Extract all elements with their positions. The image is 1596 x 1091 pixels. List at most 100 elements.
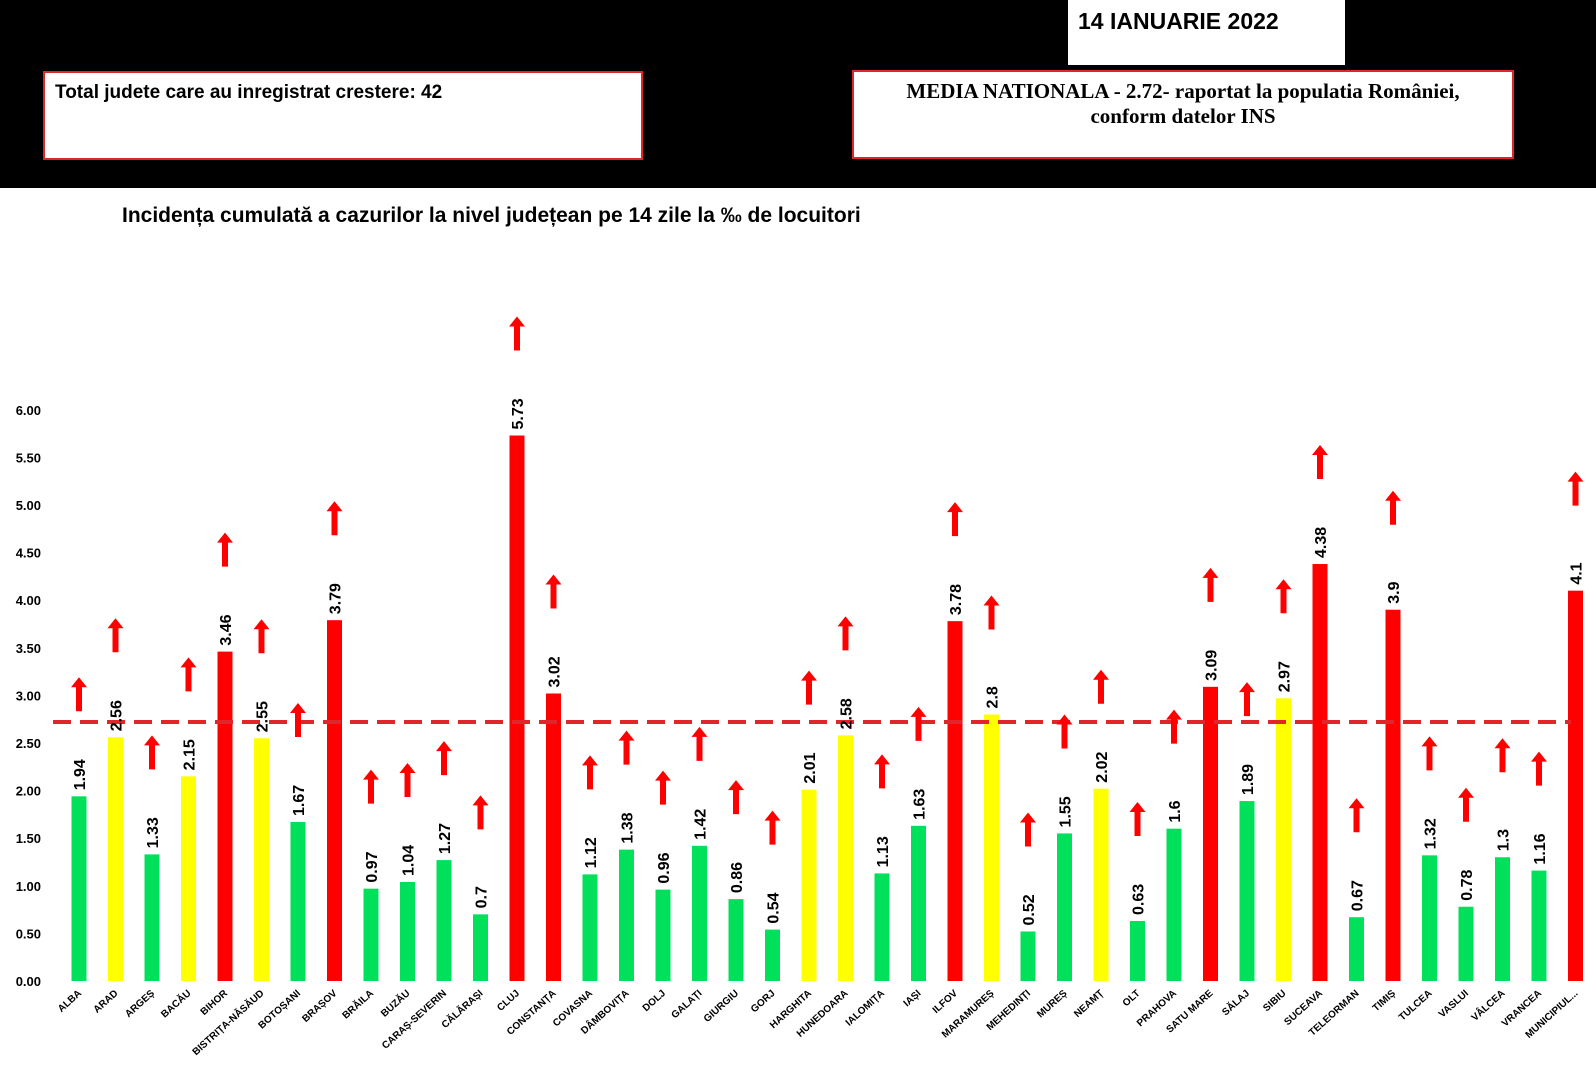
y-tick-label: 0.00 [16,974,41,989]
trend-up-arrow-icon [107,618,124,653]
trend-up-arrow-icon [326,501,343,536]
x-tick-label: ARAD [92,988,121,1016]
x-tick-label: SIBIU [1261,988,1288,1014]
date-box: 14 IANUARIE 2022 [1068,0,1345,65]
bar [655,889,671,981]
y-axis: 0.00 0.50 1.00 1.50 2.00 2.50 3.00 3.50 4.00 4.50… [16,403,41,989]
bar [1349,917,1364,981]
trend-up-arrow-icon [217,532,233,567]
trend-up-arrow-icon [1202,567,1219,602]
trend-up-arrow-icon [837,616,854,651]
data-label: 3.02 [547,656,564,687]
x-tick-label: DOLJ [641,988,668,1014]
data-label: 1.32 [1423,818,1440,849]
bar [765,929,780,981]
data-label: 1.6 [1167,800,1184,822]
total-counties-box: Total judete care au inregistrat crester… [43,71,643,160]
data-label: 0.7 [474,886,491,908]
data-label: 0.67 [1350,880,1367,911]
y-tick-label: 2.00 [16,784,41,799]
trend-up-arrow-icon [1129,802,1146,837]
bar [217,651,233,981]
bar [327,620,342,981]
bar [619,849,634,981]
x-tick-label: BRĂILA [339,987,376,1022]
date-label: 14 IANUARIE 2022 [1078,8,1279,34]
trend-up-arrow-icon [1385,490,1401,525]
data-label: 1.16 [1532,833,1549,864]
trend-up-arrow-icon [582,755,598,790]
x-tick-label: GALAȚI [669,988,704,1021]
x-axis: ALBA ARAD ARGEȘ BACĂU BIHORBISTRIȚA-NĂSĂUDBO… [56,986,1581,1058]
data-label: 0.78 [1459,870,1476,901]
y-tick-label: 5.50 [16,450,41,465]
bar [509,435,525,981]
bar [1385,609,1401,981]
bar [181,776,196,981]
bar [1276,698,1291,981]
y-tick-label: 4.00 [16,593,41,608]
data-label: 2.97 [1277,661,1294,692]
x-tick-label: BRAȘOV [300,988,339,1025]
data-label: 1.42 [693,809,710,840]
data-label: 1.3 [1496,829,1513,851]
data-label: 3.78 [948,584,965,615]
trend-up-arrow-icon [363,769,379,804]
bar [254,738,269,981]
trend-up-arrow-icon [1166,709,1182,744]
trend-up-arrow-icon [1458,787,1474,822]
trend-up-arrow-icon [290,703,306,738]
y-tick-label: 6.00 [16,403,41,418]
data-label: 1.55 [1058,796,1075,827]
trend-up-arrow-icon [801,670,817,705]
bar [728,899,744,981]
trend-up-arrow-icon [1275,579,1292,614]
x-tick-label: BIHOR [199,988,231,1018]
trend-up-arrow-icon [472,795,489,830]
data-label: 1.12 [583,837,600,868]
data-labels: 1.94 2.56 1.33 2.15 3.46 2.55 1.67 3.79 0.97 1.04… [72,398,1586,925]
national-average-line2: conform datelor INS [1090,104,1276,128]
trend-up-arrow-icon [983,595,1000,630]
x-tick-label: ALBA [56,988,84,1015]
trend-up-arrow-icon [618,730,635,765]
trend-up-arrow-icon [436,741,452,776]
bar [1020,931,1036,981]
x-tick-label: OLT [1121,988,1143,1009]
header-bar: 14 IANUARIE 2022 Total judete care au in… [0,0,1596,188]
data-label: 2.15 [182,739,199,770]
data-label: 0.96 [656,852,673,883]
trend-up-arrow-icon [764,810,781,845]
y-tick-label: 5.00 [16,498,41,513]
trend-up-arrow-icon [728,780,744,815]
trend-up-arrow-icon [1421,736,1438,771]
bar [801,789,817,981]
bar [290,822,306,981]
data-label: 2.8 [985,686,1002,708]
bar [400,881,415,981]
y-tick-label: 1.00 [16,879,41,894]
trend-up-arrow-icon [691,726,708,761]
trend-up-arrow-icon [71,677,87,712]
bar [363,888,379,981]
data-label: 0.86 [729,862,746,893]
y-tick-label: 1.50 [16,831,41,846]
x-tick-label: ARGEȘ [123,988,157,1020]
bar [984,714,999,981]
x-tick-label: TULCEA [1397,988,1435,1023]
x-tick-label: CLUJ [495,988,522,1014]
trend-up-arrow-icon [874,754,890,789]
x-tick-label: IALOMIȚA [844,988,887,1029]
data-label: 1.38 [620,812,637,843]
trend-up-arrow-icon [1056,714,1073,749]
trend-up-arrow-icon [399,762,416,797]
national-average-box: MEDIA NATIONALA - 2.72- raportat la popu… [852,70,1514,159]
x-tick-label: BACĂU [158,987,194,1021]
data-label: 1.13 [875,836,892,867]
x-tick-label: IAȘI [902,988,924,1009]
data-label: 3.09 [1204,650,1221,681]
bars [71,435,1583,981]
trend-up-arrow-icon [1093,669,1109,704]
x-tick-label: MUREȘ [1035,988,1069,1021]
y-tick-label: 3.50 [16,641,41,656]
